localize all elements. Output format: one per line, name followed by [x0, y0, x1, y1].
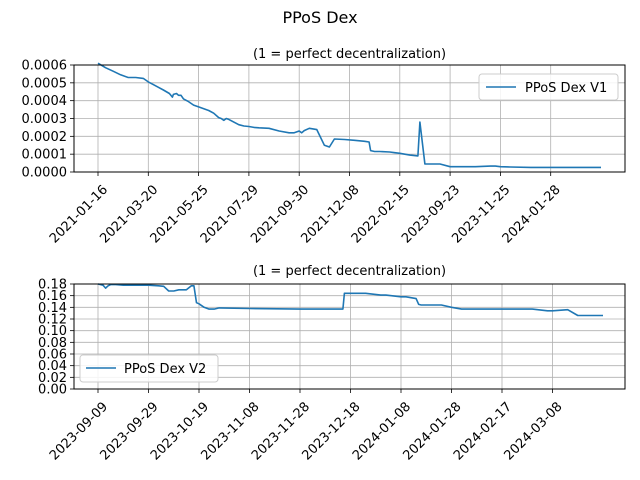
bottom-y-tick-label: 0.12 — [38, 313, 67, 328]
bottom-y-tick-label: 0.14 — [38, 301, 67, 316]
top-y-tick-label: 0.0003 — [22, 112, 68, 127]
legend-box — [478, 73, 619, 101]
top-chart-series — [97, 62, 601, 169]
top-series-line — [97, 62, 601, 169]
bottom-chart-series — [97, 283, 603, 317]
bottom-chart-legend: PPoS Dex V2 — [79, 354, 219, 383]
bottom-y-tick-label: 0.04 — [38, 359, 67, 374]
top-y-tick-label: 0.0005 — [22, 76, 68, 91]
bottom-y-tick-label: 0.18 — [38, 278, 67, 293]
bottom-chart-subtitle: (1 = perfect decentralization) — [253, 264, 446, 279]
top-y-tick-label: 0.0006 — [22, 59, 68, 74]
bottom-y-tick-label: 0.16 — [38, 289, 67, 304]
top-y-tick-label: 0.0004 — [22, 94, 68, 109]
top-chart-subtitle: (1 = perfect decentralization) — [253, 47, 446, 62]
bottom-y-tick-label: 0.02 — [38, 371, 67, 386]
top-y-tick-label: 0.0000 — [22, 166, 68, 181]
bottom-y-tick-label: 0.06 — [38, 348, 67, 363]
bottom-series-line — [97, 283, 603, 317]
bottom-y-tick-label: 0.00 — [38, 383, 67, 398]
top-chart-legend: PPoS Dex V1 — [478, 73, 619, 101]
legend-label: PPoS Dex V1 — [525, 81, 607, 96]
legend-box — [79, 354, 219, 383]
top-y-tick-label: 0.0001 — [22, 148, 68, 163]
figure-title: PPoS Dex — [282, 8, 357, 27]
bottom-y-tick-label: 0.10 — [38, 324, 67, 339]
legend-label: PPoS Dex V2 — [124, 362, 206, 377]
bottom-y-tick-label: 0.08 — [38, 336, 67, 351]
top-y-tick-label: 0.0002 — [22, 130, 68, 145]
bottom-chart-frame — [73, 283, 626, 390]
